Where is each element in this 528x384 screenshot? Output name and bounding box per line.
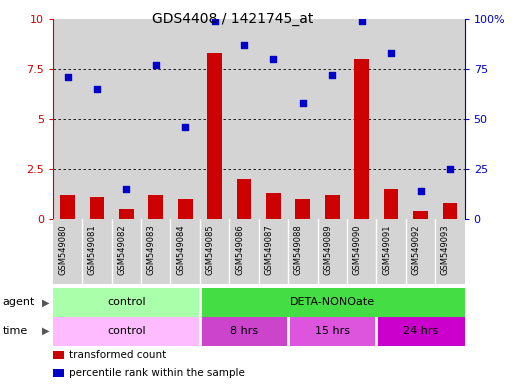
Text: 8 hrs: 8 hrs (230, 326, 258, 336)
Text: time: time (3, 326, 28, 336)
Point (416, 188, 425, 194)
Text: GSM549088: GSM549088 (294, 224, 303, 275)
Bar (53, 19, 82, 219)
Text: GSM549089: GSM549089 (323, 224, 332, 275)
Text: GSM549085: GSM549085 (205, 224, 214, 275)
Bar (325, 195, 340, 219)
Point (93, 86, 101, 92)
Point (240, 42, 248, 48)
Bar (237, 179, 251, 219)
Bar (82, 19, 111, 219)
Bar (200, 19, 229, 219)
Text: GSM549081: GSM549081 (88, 224, 97, 275)
Point (446, 166, 454, 172)
Text: control: control (107, 326, 146, 336)
Bar (229, 19, 259, 219)
Text: ▶: ▶ (42, 297, 49, 308)
Text: GSM549082: GSM549082 (117, 224, 126, 275)
Bar (178, 199, 193, 219)
Bar (384, 189, 399, 219)
Point (299, 100, 307, 106)
Bar (376, 317, 465, 346)
Text: GSM549090: GSM549090 (353, 224, 362, 275)
Bar (288, 19, 317, 219)
Point (181, 124, 190, 130)
Text: GSM549092: GSM549092 (411, 224, 420, 275)
Point (122, 186, 130, 192)
Text: agent: agent (3, 297, 35, 308)
Text: GSM549093: GSM549093 (441, 224, 450, 275)
Text: GSM549080: GSM549080 (59, 224, 68, 275)
Bar (435, 19, 465, 219)
Bar (207, 53, 222, 219)
Bar (406, 19, 435, 219)
Bar (111, 19, 141, 219)
Point (210, 18, 219, 24)
Bar (148, 195, 163, 219)
Text: GSM549087: GSM549087 (265, 224, 274, 275)
Bar (200, 288, 465, 317)
Bar (141, 19, 171, 219)
Point (357, 18, 366, 24)
Text: 24 hrs: 24 hrs (403, 326, 438, 336)
Bar (200, 317, 288, 346)
Text: transformed count: transformed count (69, 350, 166, 360)
Bar (171, 19, 200, 219)
Bar (354, 59, 369, 219)
Bar (53, 317, 200, 346)
Bar (288, 317, 376, 346)
Bar (53, 288, 200, 317)
Bar (60, 195, 75, 219)
Bar (413, 211, 428, 219)
Point (387, 50, 395, 56)
Bar (317, 19, 347, 219)
Text: GSM549091: GSM549091 (382, 224, 391, 275)
Bar (296, 199, 310, 219)
Bar (376, 19, 406, 219)
Point (269, 56, 278, 62)
Text: ▶: ▶ (42, 326, 49, 336)
Text: 15 hrs: 15 hrs (315, 326, 350, 336)
Point (152, 62, 160, 68)
Point (328, 72, 336, 78)
Text: DETA-NONOate: DETA-NONOate (290, 297, 375, 308)
Bar (266, 193, 281, 219)
Bar (259, 19, 288, 219)
Text: control: control (107, 297, 146, 308)
Bar (442, 203, 457, 219)
Text: GSM549083: GSM549083 (147, 224, 156, 275)
Text: GSM549084: GSM549084 (176, 224, 185, 275)
Bar (347, 19, 376, 219)
Point (63, 74, 72, 80)
Text: percentile rank within the sample: percentile rank within the sample (69, 368, 244, 378)
Text: GSM549086: GSM549086 (235, 224, 244, 275)
Text: GDS4408 / 1421745_at: GDS4408 / 1421745_at (152, 12, 313, 25)
Bar (119, 209, 134, 219)
Bar (90, 197, 105, 219)
